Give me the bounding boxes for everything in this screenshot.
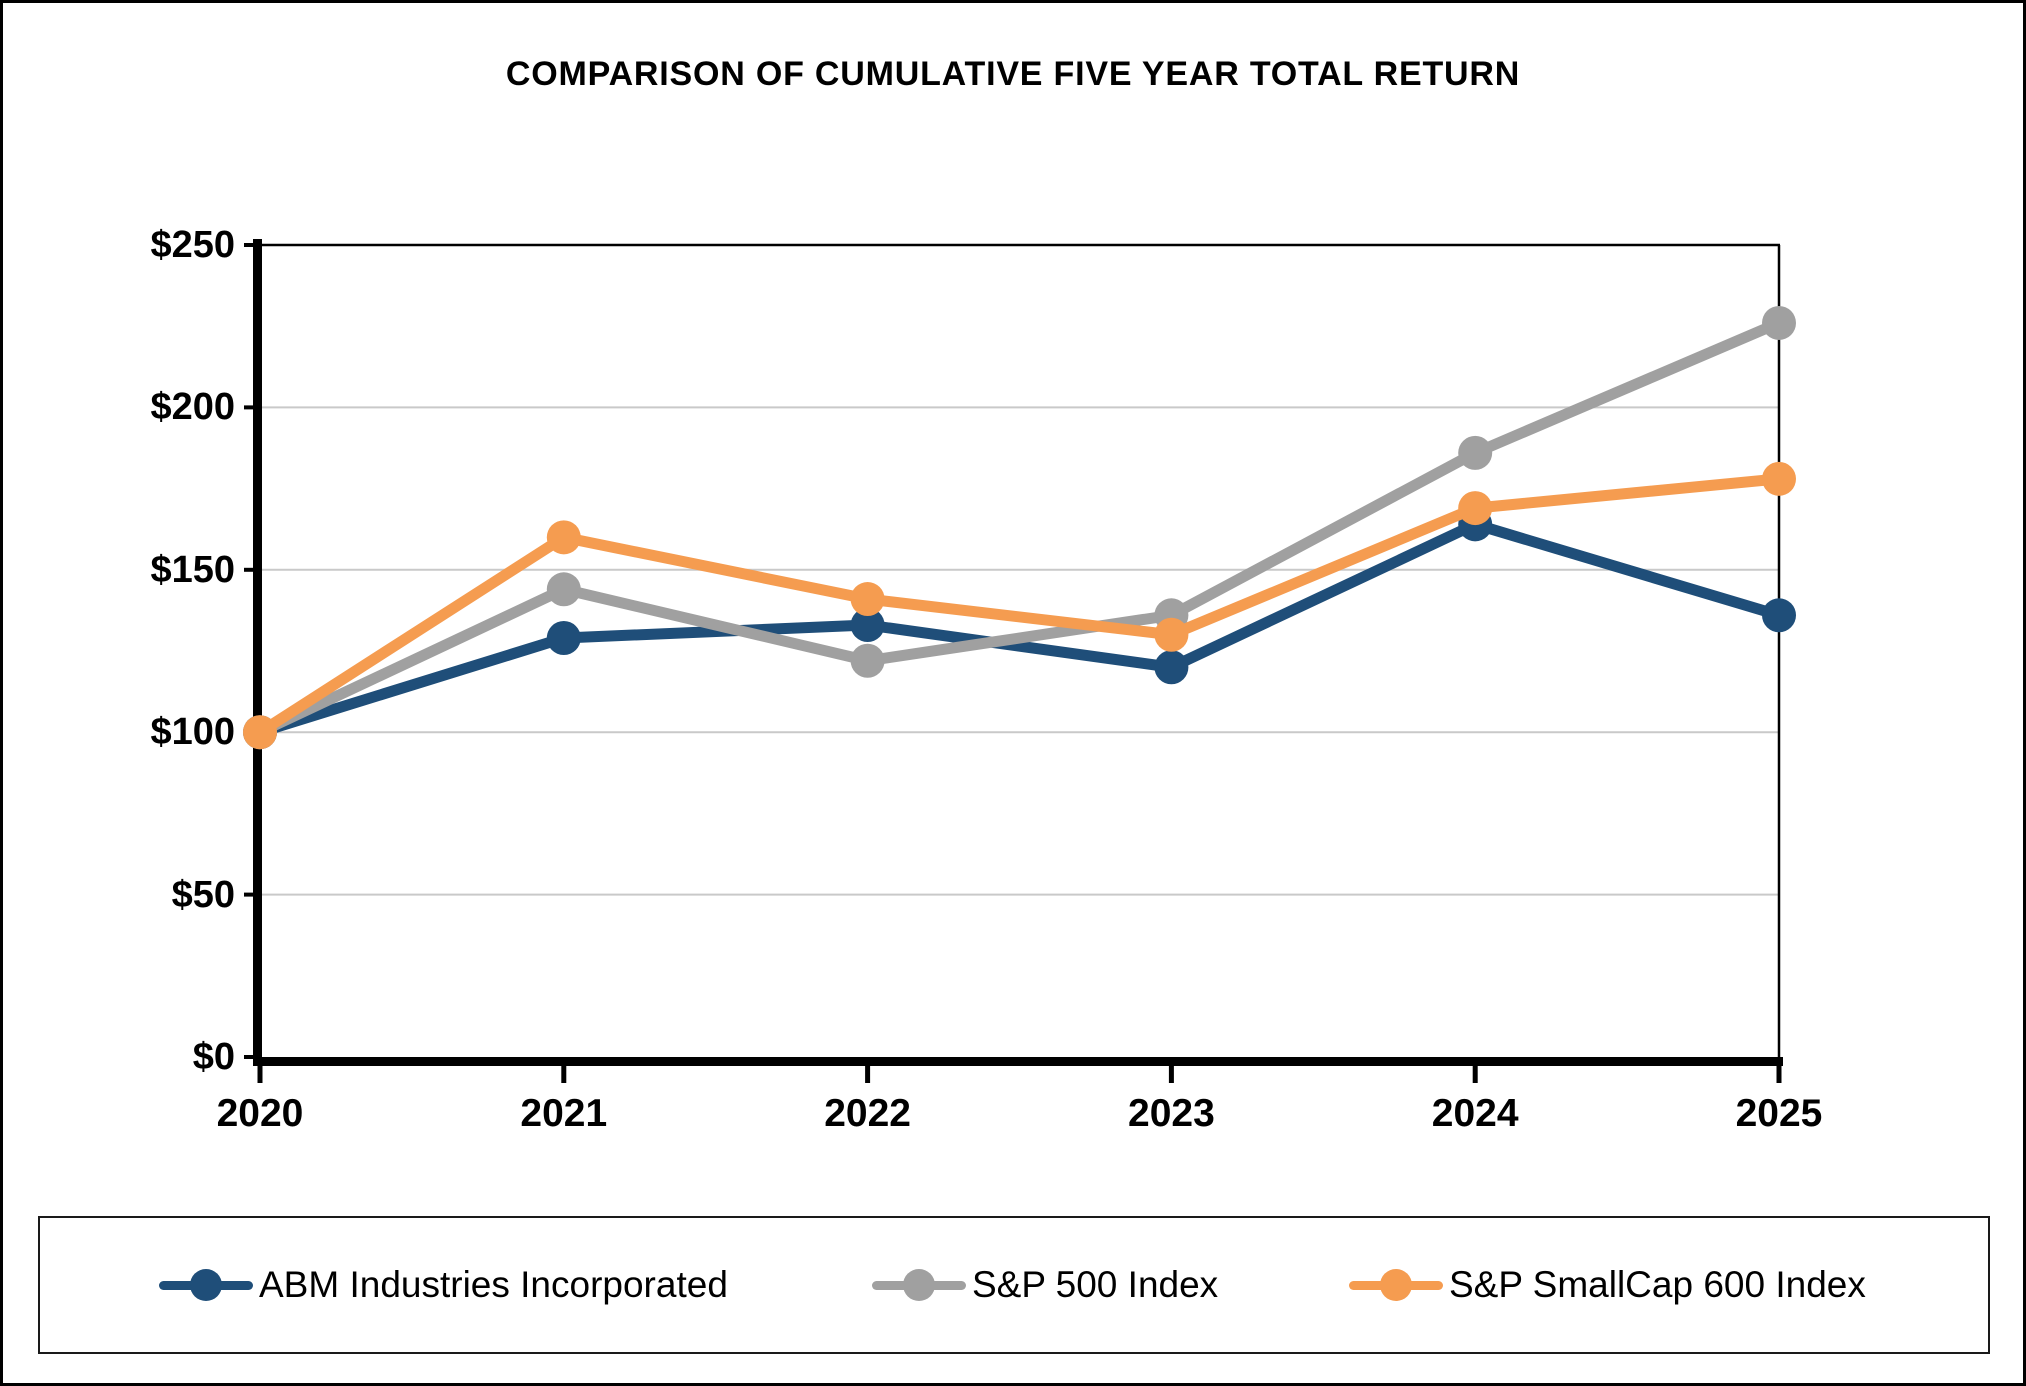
x-axis-label: 2021 — [520, 1092, 608, 1135]
abm-swatch-dot — [190, 1269, 222, 1301]
legend-label-abm: ABM Industries Incorporated — [259, 1264, 728, 1305]
x-axis-label: 2024 — [1431, 1092, 1519, 1135]
x-axis-label: 2020 — [216, 1092, 304, 1135]
line-chart-plot — [243, 239, 1796, 1083]
data-point-marker — [1762, 598, 1796, 633]
x-axis-label: 2022 — [824, 1092, 911, 1135]
data-point-marker — [546, 621, 581, 656]
y-axis-label: $250 — [150, 224, 235, 266]
y-axis-label: $200 — [150, 386, 235, 429]
data-point-marker — [546, 520, 581, 555]
data-point-marker — [1762, 305, 1796, 340]
data-point-marker — [243, 715, 277, 750]
x-axis-label: 2023 — [1128, 1092, 1215, 1135]
y-axis-label: $100 — [150, 711, 235, 754]
data-point-marker — [1458, 435, 1493, 470]
y-axis-label: $0 — [192, 1036, 235, 1078]
data-point-marker — [1762, 461, 1796, 496]
chart-title: COMPARISON OF CUMULATIVE FIVE YEAR TOTAL… — [505, 55, 1521, 93]
abm-line-marker-swatch — [159, 1269, 253, 1301]
series-line — [254, 518, 1785, 738]
sp500-line-marker-swatch — [872, 1269, 966, 1301]
series-line — [254, 473, 1785, 738]
legend-label-sp500: S&P 500 Index — [972, 1264, 1219, 1305]
data-point-marker — [1458, 491, 1493, 526]
legend-label-smallcap600: S&P SmallCap 600 Index — [1449, 1264, 1866, 1305]
data-point-marker — [546, 572, 581, 607]
legend-item-abm: ABM Industries Incorporated — [159, 1264, 728, 1306]
data-point-marker — [850, 643, 885, 678]
y-axis-label: $50 — [171, 873, 235, 916]
chart-legend: ABM Industries Incorporated S&P 500 Inde… — [38, 1216, 1990, 1354]
sp500-swatch-dot — [903, 1269, 935, 1301]
smallcap600-line-marker-swatch — [1349, 1269, 1443, 1301]
legend-item-smallcap600: S&P SmallCap 600 Index — [1349, 1264, 1866, 1306]
series-line — [254, 317, 1785, 738]
data-point-marker — [1154, 650, 1189, 685]
legend-item-sp500: S&P 500 Index — [872, 1264, 1218, 1306]
y-axis-label: $150 — [150, 548, 235, 591]
data-point-marker — [1154, 617, 1189, 652]
data-point-marker — [850, 608, 885, 643]
smallcap600-swatch-dot — [1380, 1269, 1412, 1301]
data-point-marker — [850, 582, 885, 617]
x-axis-label: 2025 — [1735, 1092, 1823, 1135]
